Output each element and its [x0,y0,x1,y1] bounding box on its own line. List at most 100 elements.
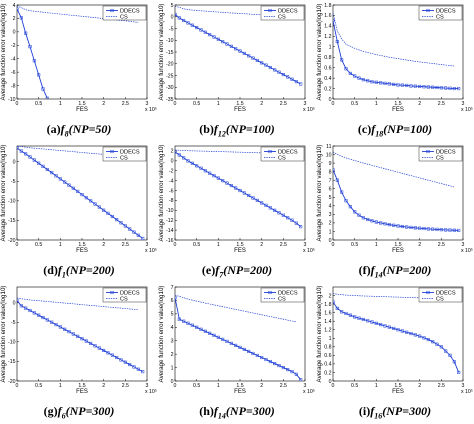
panel-caption: (a)f8(NP=50) [0,122,158,138]
data-point-ddecs [128,363,132,367]
y-axis-label: Average function error value(log10) [0,145,7,242]
data-point-ddecs [457,228,461,232]
x-axis-label: FES [234,389,246,395]
data-point-ddecs [418,226,422,230]
data-point-ddecs [335,306,339,310]
data-point-ddecs [361,216,365,220]
y-axis-label: Average function error value(log10) [158,145,165,242]
data-point-ddecs [41,316,45,320]
data-point-ddecs [340,58,344,62]
data-point-ddecs [177,317,181,321]
caption-np: (NP=200) [65,263,115,277]
data-point-ddecs [290,370,294,374]
data-point-ddecs [71,332,75,336]
caption-function: f [370,404,375,418]
series-line-cs [333,293,455,300]
data-point-ddecs [448,86,452,90]
x-tick-label: 3 [146,101,149,107]
y-tick-label: -25 [166,73,174,79]
data-point-ddecs [340,310,344,314]
caption-subscript: 18 [375,129,384,139]
data-point-ddecs [212,333,216,337]
data-point-ddecs [54,174,58,178]
data-point-ddecs [299,82,303,86]
x-tick-label: 0 [332,101,335,107]
chart-svg: 0 0.5 1 1.5 2 2.5 3 -10 -8 -6 -4 -2 0 2 4 FES x 10⁵ Avera… [0,3,157,113]
y-tick-label: 5 [171,312,174,318]
x-tick-label: 2 [418,101,421,107]
data-point-ddecs [294,221,298,225]
plot-area [175,149,303,229]
legend-label-cs: CS [436,296,444,302]
data-point-ddecs [186,21,190,25]
chart-panel: 0 0.5 1 1.5 2 2.5 3 0 0.2 0.4 0.6 0.8 1 1.2 1.4 1.6 1.8 2… [316,282,474,423]
y-tick-label: -5 [11,179,16,185]
data-point-ddecs [45,318,49,322]
y-tick-label: -6 [169,188,174,194]
caption-panel-letter: (b) [199,122,214,136]
x-tick-label: 1.5 [236,242,243,248]
y-tick-label: 2 [329,293,332,299]
y-tick-label: -15 [8,218,16,224]
data-point-ddecs [333,19,335,23]
data-point-ddecs [80,193,84,197]
data-point-ddecs [294,372,298,376]
data-point-ddecs [123,360,127,364]
x-tick-label: 1.5 [394,383,401,389]
data-point-ddecs [229,184,233,188]
data-point-ddecs [264,63,268,67]
data-point-ddecs [251,56,255,60]
legend-label-ddecs: DDECS [436,290,456,296]
x-tick-label: 2 [260,383,263,389]
data-point-ddecs [281,213,285,217]
y-tick-label: 11 [326,144,331,150]
x-tick-label: 2 [260,101,263,107]
y-tick-label: -15 [8,359,16,365]
chart-svg: 0 0.5 1 1.5 2 2.5 3 -20 -15 -10 -5 0 FES x 10⁵ Average… [0,286,157,395]
data-point-ddecs [221,337,225,341]
x-multiplier: x 10⁵ [303,389,315,395]
data-point-ddecs [400,329,404,333]
x-tick-label: 1 [217,383,220,389]
data-point-ddecs [418,84,422,89]
y-tick-label: -4 [169,178,174,184]
data-point-ddecs [370,320,374,324]
y-tick-label: 8 [329,169,332,175]
series-line-ddecs [333,169,459,231]
data-point-ddecs [203,329,207,333]
data-point-ddecs [67,330,71,334]
data-point-ddecs [435,227,439,231]
x-multiplier: x 10⁵ [145,389,157,395]
panel-caption: (e)f7(NP=200) [158,263,316,279]
data-point-ddecs [50,320,54,324]
x-tick-label: 1 [59,383,62,389]
y-tick-label: -10 [8,97,16,103]
data-point-ddecs [457,370,461,375]
x-tick-label: 2.5 [280,101,287,107]
data-point-ddecs [19,304,23,308]
data-point-ddecs [448,353,452,357]
x-tick-label: 0.5 [35,242,42,248]
legend-label-cs: CS [120,296,128,302]
data-point-ddecs [344,311,348,316]
x-tick-label: 1.5 [394,101,401,107]
data-point-ddecs [333,168,335,172]
y-tick-label: -16 [166,238,174,244]
data-point-ddecs [221,179,225,183]
data-point-ddecs [299,378,303,381]
data-point-ddecs [444,86,448,90]
y-tick-label: -8 [11,83,16,89]
x-tick-label: 0.5 [193,101,200,107]
series-line-cs [17,146,139,158]
data-point-ddecs [340,190,344,194]
series-line-ddecs [17,300,143,372]
chart-svg: 0 0.5 1 1.5 2 2.5 3 0 0.2 0.4 0.6 0.8 1 1.2 1.4 1.6 1.8 2… [316,286,473,395]
panel-caption: (h)f14(NP=300) [158,404,316,420]
x-tick-label: 3 [146,242,149,248]
caption-function: f [213,404,218,418]
legend-label-cs: CS [278,296,286,302]
y-tick-label: 0 [13,159,16,165]
y-axis-label: Average function error value(log10) [158,286,165,383]
data-point-ddecs [268,359,272,364]
data-point-ddecs [409,332,413,336]
